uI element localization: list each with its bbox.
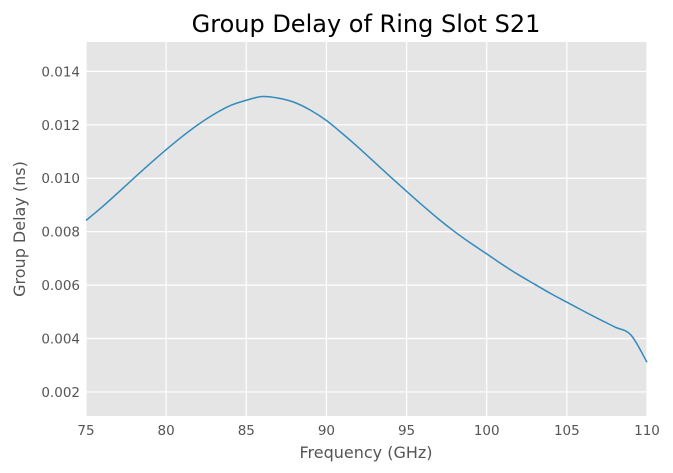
y-tick-label: 0.006 (41, 278, 80, 294)
y-tick-label: 0.004 (41, 332, 80, 348)
grid (85, 42, 648, 416)
y-tick-label: 0.010 (41, 171, 80, 187)
chart-title: Group Delay of Ring Slot S21 (192, 10, 541, 38)
x-tick-label: 100 (474, 423, 500, 439)
x-tick-label: 75 (77, 423, 94, 439)
x-axis-ticks: 75 80 85 90 95 100 105 110 (77, 423, 659, 439)
x-tick-label: 90 (318, 423, 335, 439)
y-tick-label: 0.008 (41, 225, 80, 241)
x-axis-label: Frequency (GHz) (299, 443, 432, 462)
x-tick-label: 95 (398, 423, 415, 439)
y-axis-label: Group Delay (ns) (10, 161, 29, 297)
y-axis-ticks: 0.002 0.004 0.006 0.008 0.010 0.012 0.014 (41, 64, 80, 401)
y-tick-label: 0.014 (41, 64, 80, 80)
y-tick-label: 0.012 (41, 118, 80, 134)
x-tick-label: 105 (554, 423, 580, 439)
y-tick-label: 0.002 (41, 385, 80, 401)
group-delay-line (85, 95, 648, 363)
x-tick-label: 85 (238, 423, 255, 439)
x-tick-label: 110 (634, 423, 660, 439)
plot-area (86, 42, 647, 416)
x-tick-label: 80 (158, 423, 175, 439)
